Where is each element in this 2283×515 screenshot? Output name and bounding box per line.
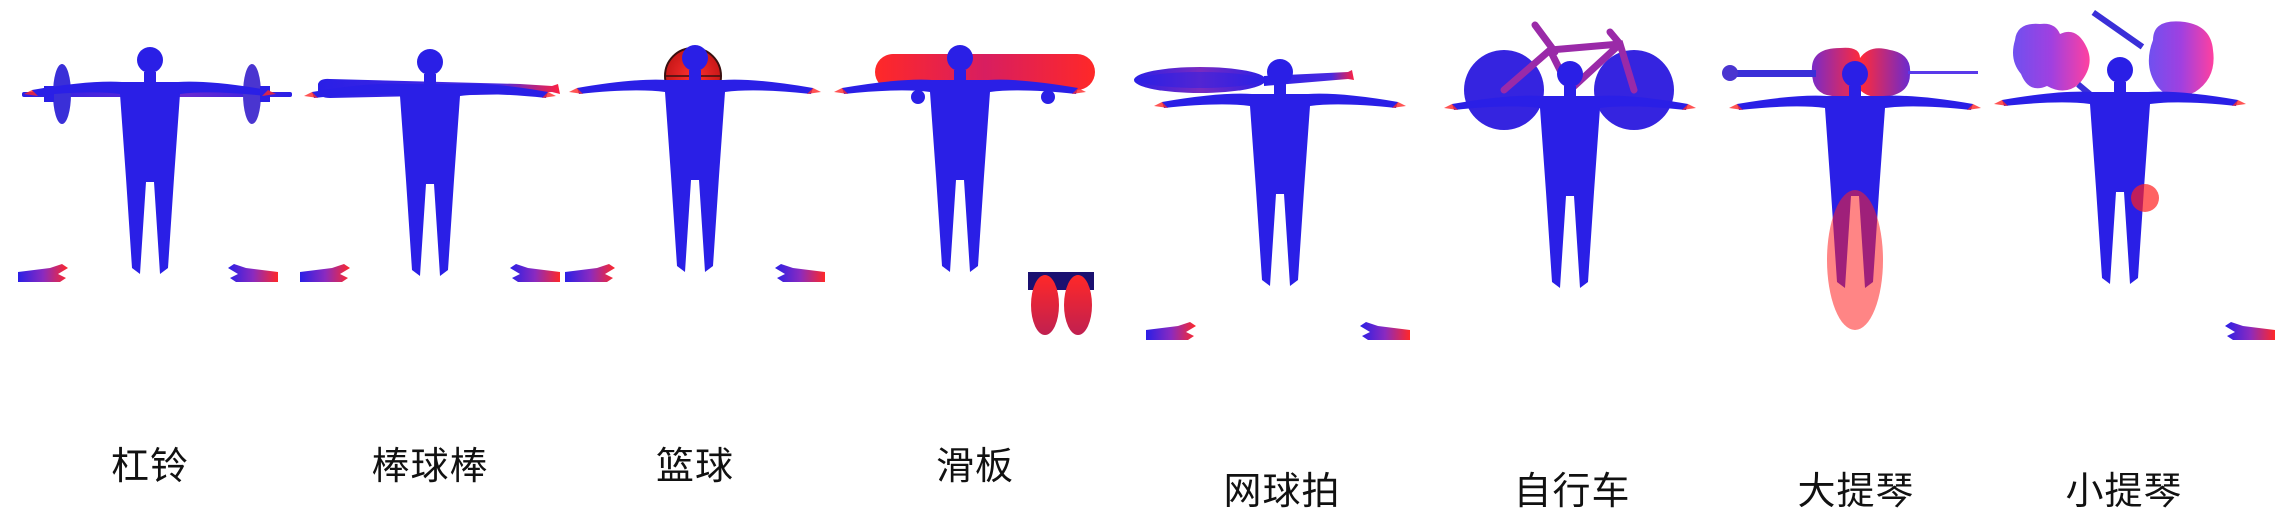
hand-closeup [2225, 322, 2275, 340]
hand-closeups [300, 264, 560, 282]
label-tennis-racket: 网球拍 [1223, 469, 1341, 513]
tennis-racket-image [1134, 59, 1410, 340]
violin-object [2013, 9, 2214, 126]
panel-bicycle [1420, 0, 1720, 504]
label-skateboard: 滑板 [935, 444, 1015, 488]
feet-closeup [1028, 272, 1094, 335]
contact-region [1827, 190, 1883, 330]
panel-baseball-bat [290, 0, 565, 504]
label-barbell: 杠铃 [110, 444, 190, 488]
label-violin: 小提琴 [2065, 469, 2183, 513]
bicycle-image [1444, 21, 1696, 288]
human-body [1994, 57, 2246, 284]
label-cello: 大提琴 [1797, 469, 1915, 513]
label-baseball-bat: 棒球棒 [371, 444, 489, 488]
basketball-image [565, 45, 825, 282]
panel-basketball [565, 0, 840, 504]
panel-tennis-racket [1120, 0, 1420, 504]
bicycle-object [1464, 21, 1674, 130]
baseball-bat-image [300, 49, 560, 282]
hand-closeups [18, 264, 278, 282]
tennis-racket-object [1134, 67, 1354, 93]
panel-cello [1720, 0, 1995, 504]
panel-skateboard [834, 0, 1120, 504]
cello-image [1722, 47, 1981, 330]
human-body [1154, 59, 1406, 286]
label-bicycle: 自行车 [1513, 469, 1631, 513]
contact-region [2131, 184, 2159, 212]
human-body [569, 45, 821, 272]
hand-closeups [565, 264, 825, 282]
panel-violin [1994, 0, 2283, 504]
violin-image [1994, 9, 2275, 340]
label-basketball: 篮球 [655, 444, 735, 488]
panel-barbell [0, 0, 292, 504]
hand-closeups [1146, 322, 1410, 340]
barbell-image [18, 47, 292, 282]
skateboard-image [834, 45, 1095, 335]
